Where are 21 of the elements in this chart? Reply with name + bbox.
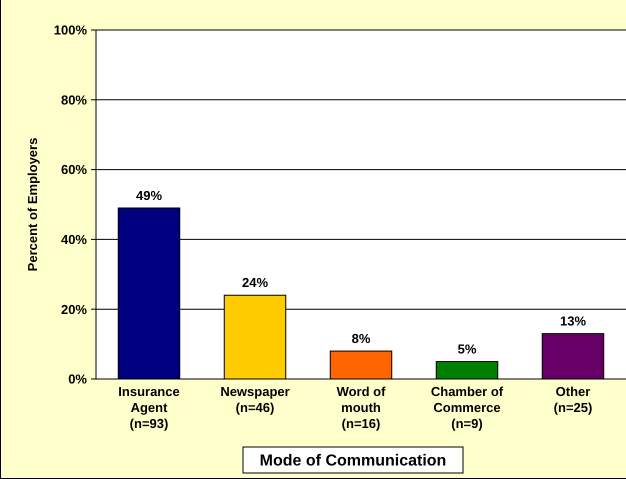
data-label: 5% [458,342,477,357]
data-label: 13% [560,314,586,329]
bar [542,333,604,380]
bar [330,350,392,380]
data-label: 24% [242,275,268,290]
y-axis-title: Percent of Employers [25,138,40,272]
x-tick-label: Other (n=25) [554,384,592,415]
y-tick-label: 80% [60,92,88,108]
y-tick-label: 40% [60,232,88,247]
y-tick-label: 60% [60,162,88,178]
bar [436,361,498,380]
x-axis-title: Mode of Communication [260,452,446,470]
data-label: 8% [352,331,371,346]
x-tick-label: Insurance Agent (n=93) [118,384,180,431]
data-label: 49% [136,188,162,203]
x-tick-label: Chamber of Commerce (n=9) [430,384,504,431]
y-tick-label: 100% [54,22,88,38]
x-tick-label: Word of mouth (n=16) [336,384,386,431]
y-tick-label: 0% [68,372,88,387]
y-tick-label: 20% [60,302,88,317]
x-tick-label: Newspaper (n=46) [220,384,290,415]
